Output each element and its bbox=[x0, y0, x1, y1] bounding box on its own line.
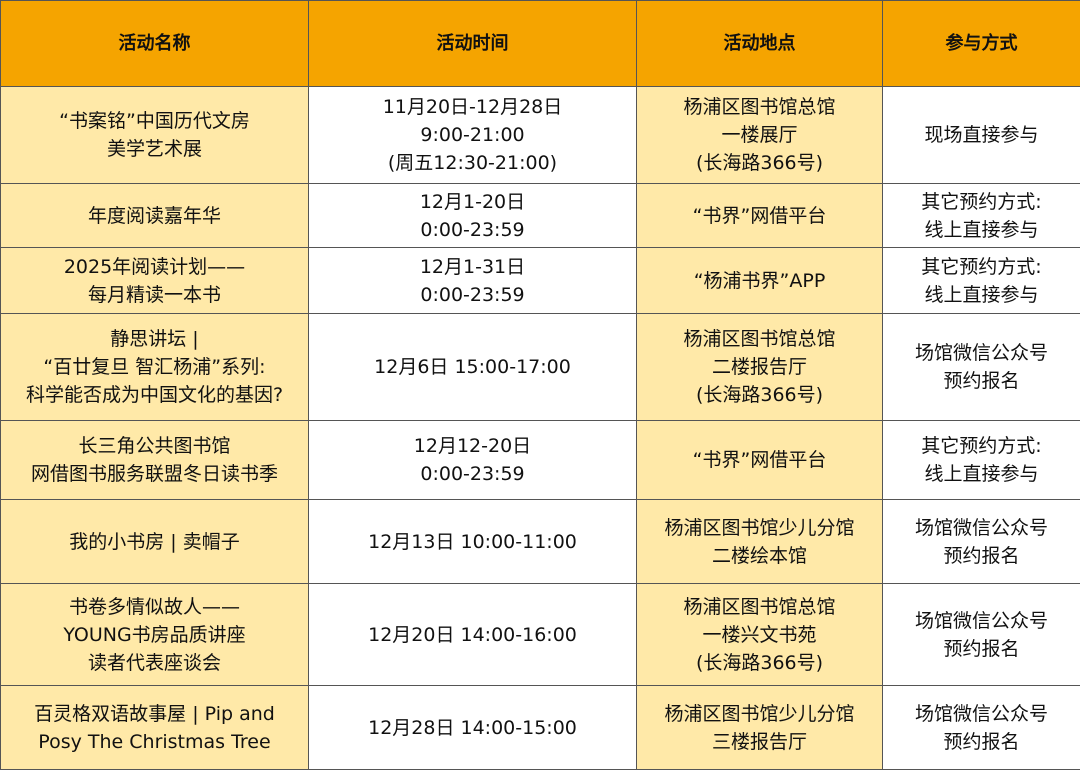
cell-activity-name: 静思讲坛 | “百廿复旦 智汇杨浦”系列: 科学能否成为中国文化的基因? bbox=[0, 313, 309, 421]
table-row: 静思讲坛 | “百廿复旦 智汇杨浦”系列: 科学能否成为中国文化的基因? 12月6… bbox=[0, 313, 1080, 421]
cell-participation: 场馆微信公众号 预约报名 bbox=[882, 313, 1080, 421]
cell-participation: 现场直接参与 bbox=[882, 86, 1080, 184]
cell-participation: 场馆微信公众号 预约报名 bbox=[882, 583, 1080, 686]
table-row: 我的小书房 | 卖帽子 12月13日 10:00-11:00 杨浦区图书馆少儿分馆 … bbox=[0, 499, 1080, 584]
cell-activity-time: 12月1-20日 0:00-23:59 bbox=[308, 183, 637, 248]
cell-activity-location: “杨浦书界”APP bbox=[636, 247, 883, 314]
header-activity-name: 活动名称 bbox=[0, 0, 309, 87]
cell-participation: 其它预约方式: 线上直接参与 bbox=[882, 247, 1080, 314]
cell-participation: 其它预约方式: 线上直接参与 bbox=[882, 420, 1080, 500]
table-row: 百灵格双语故事屋 | Pip and Posy The Christmas Tr… bbox=[0, 685, 1080, 770]
cell-activity-location: 杨浦区图书馆少儿分馆 二楼绘本馆 bbox=[636, 499, 883, 584]
cell-activity-location: 杨浦区图书馆总馆 一楼展厅 (长海路366号) bbox=[636, 86, 883, 184]
cell-activity-time: 12月1-31日 0:00-23:59 bbox=[308, 247, 637, 314]
cell-participation: 其它预约方式: 线上直接参与 bbox=[882, 183, 1080, 248]
cell-activity-name: 长三角公共图书馆 网借图书服务联盟冬日读书季 bbox=[0, 420, 309, 500]
table-row: 年度阅读嘉年华 12月1-20日 0:00-23:59 “书界”网借平台 其它预约方式… bbox=[0, 183, 1080, 248]
cell-activity-location: “书界”网借平台 bbox=[636, 183, 883, 248]
cell-activity-time: 12月20日 14:00-16:00 bbox=[308, 583, 637, 686]
cell-participation: 场馆微信公众号 预约报名 bbox=[882, 685, 1080, 770]
header-participation: 参与方式 bbox=[882, 0, 1080, 87]
header-activity-location: 活动地点 bbox=[636, 0, 883, 87]
table-row: “书案铭”中国历代文房 美学艺术展 11月20日-12月28日 9:00-21:0… bbox=[0, 86, 1080, 184]
cell-activity-location: 杨浦区图书馆总馆 二楼报告厅 (长海路366号) bbox=[636, 313, 883, 421]
cell-activity-location: 杨浦区图书馆少儿分馆 三楼报告厅 bbox=[636, 685, 883, 770]
cell-activity-time: 12月28日 14:00-15:00 bbox=[308, 685, 637, 770]
cell-activity-name: 2025年阅读计划—— 每月精读一本书 bbox=[0, 247, 309, 314]
cell-activity-name: 我的小书房 | 卖帽子 bbox=[0, 499, 309, 584]
cell-activity-time: 12月6日 15:00-17:00 bbox=[308, 313, 637, 421]
cell-activity-location: 杨浦区图书馆总馆 一楼兴文书苑 (长海路366号) bbox=[636, 583, 883, 686]
table-row: 2025年阅读计划—— 每月精读一本书 12月1-31日 0:00-23:59 “杨… bbox=[0, 247, 1080, 314]
cell-activity-name: 书卷多情似故人—— YOUNG书房品质讲座 读者代表座谈会 bbox=[0, 583, 309, 686]
cell-activity-time: 11月20日-12月28日 9:00-21:00 (周五12:30-21:00) bbox=[308, 86, 637, 184]
cell-activity-location: “书界”网借平台 bbox=[636, 420, 883, 500]
cell-activity-time: 12月12-20日 0:00-23:59 bbox=[308, 420, 637, 500]
table-row: 书卷多情似故人—— YOUNG书房品质讲座 读者代表座谈会 12月20日 14:0… bbox=[0, 583, 1080, 686]
cell-activity-time: 12月13日 10:00-11:00 bbox=[308, 499, 637, 584]
cell-activity-name: 年度阅读嘉年华 bbox=[0, 183, 309, 248]
header-row: 活动名称 活动时间 活动地点 参与方式 bbox=[0, 0, 1080, 87]
table-row: 长三角公共图书馆 网借图书服务联盟冬日读书季 12月12-20日 0:00-23:… bbox=[0, 420, 1080, 500]
cell-participation: 场馆微信公众号 预约报名 bbox=[882, 499, 1080, 584]
cell-activity-name: 百灵格双语故事屋 | Pip and Posy The Christmas Tr… bbox=[0, 685, 309, 770]
cell-activity-name: “书案铭”中国历代文房 美学艺术展 bbox=[0, 86, 309, 184]
header-activity-time: 活动时间 bbox=[308, 0, 637, 87]
